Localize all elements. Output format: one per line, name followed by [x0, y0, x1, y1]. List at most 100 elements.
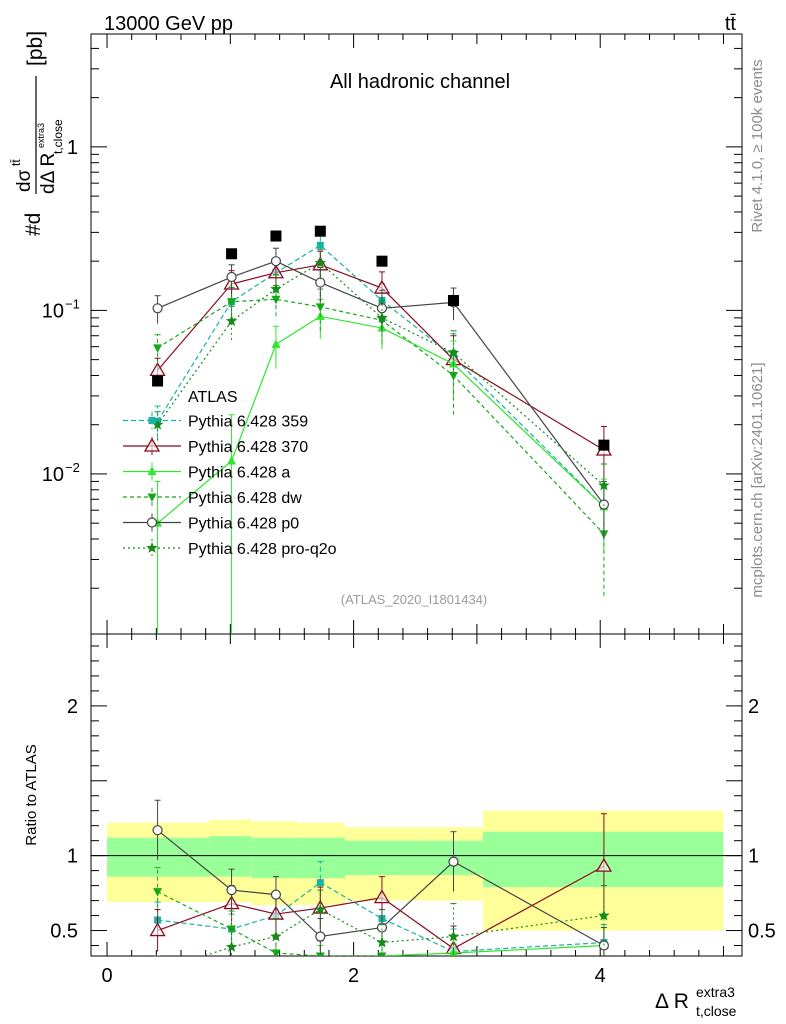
- y-tick-exponent: −1: [65, 296, 80, 311]
- marker: [271, 967, 280, 976]
- marker: [598, 479, 610, 491]
- mcplots-label: mcplots.cern.ch [arXiv:2401.10621]: [749, 362, 766, 597]
- x-tick-label: 0: [101, 965, 112, 987]
- series-layer: [149, 225, 613, 1001]
- y-tick-label: 10: [42, 464, 64, 486]
- marker: [227, 298, 237, 307]
- marker: [315, 277, 326, 288]
- atlas-data: [152, 225, 610, 451]
- band-green-0: [107, 837, 210, 877]
- ylabel-prefix: #d: [22, 213, 45, 236]
- marker: [314, 257, 326, 268]
- xlabel-sup: extra3: [696, 984, 735, 1000]
- rivet-label: Rivet 4.1.0, ≥ 100k events: [749, 59, 766, 232]
- y-tick-label: 10: [42, 300, 64, 322]
- marker: [376, 311, 388, 323]
- data-point: [598, 439, 610, 451]
- ratio-y-tick-label: 2: [67, 696, 78, 718]
- marker: [316, 879, 324, 887]
- marker: [448, 955, 458, 956]
- data-point: [314, 225, 326, 237]
- ratio-series-4: [152, 799, 610, 956]
- ratio-y-tick-label: 0.5: [50, 921, 78, 943]
- marker: [315, 303, 325, 312]
- marker: [448, 856, 459, 867]
- data-point: [152, 375, 164, 387]
- x-tick-label: 4: [595, 965, 606, 987]
- legend-label: Pythia 6.428 370: [188, 439, 308, 456]
- svg-text:#d: #d: [22, 213, 45, 236]
- chart-title: All hadronic channel: [330, 71, 510, 93]
- ratio-uncertainty-bands: [91, 810, 742, 931]
- ratio-y-tick-label-right: 0.5: [748, 921, 776, 943]
- marker: [315, 931, 326, 942]
- marker: [270, 889, 282, 900]
- ratio-series-5: [152, 885, 610, 976]
- series-5: [151, 249, 610, 517]
- band-green-4: [344, 840, 419, 876]
- marker: [227, 455, 237, 465]
- band-green-1: [209, 836, 252, 877]
- marker: [149, 922, 166, 937]
- legend-label: Pythia 6.428 dw: [188, 490, 302, 507]
- data-point: [376, 255, 388, 267]
- marker: [148, 417, 156, 424]
- legend-label: Pythia 6.428 a: [188, 465, 290, 482]
- marker: [146, 542, 158, 553]
- marker: [225, 941, 238, 952]
- ylabel-unit: [pb]: [24, 31, 47, 66]
- marker: [226, 271, 237, 283]
- ylabel-numerator: dσ: [14, 169, 35, 192]
- marker: [226, 885, 237, 896]
- marker: [314, 903, 326, 915]
- marker: [147, 466, 157, 475]
- ratio-y-tick-label-right: 2: [748, 696, 759, 718]
- ylabel-den-sub: t,close: [51, 119, 65, 154]
- marker: [152, 965, 163, 976]
- data-point: [226, 248, 238, 260]
- marker: [227, 992, 236, 1001]
- marker: [448, 371, 458, 381]
- main-panel-series: [149, 225, 613, 634]
- marker: [598, 909, 610, 921]
- marker: [320, 955, 321, 956]
- legend-label: Pythia 6.428 p0: [188, 516, 299, 533]
- marker: [373, 889, 391, 904]
- main-y-axis-label: #d dσ tt̄ dΔ R t,close extra3 [pb]: [9, 31, 65, 236]
- marker: [447, 930, 460, 942]
- marker: [147, 493, 157, 502]
- marker: [271, 339, 281, 348]
- marker: [316, 241, 324, 249]
- marker: [146, 517, 158, 528]
- band-green-2: [251, 837, 299, 879]
- ratio-frame: [90, 633, 743, 957]
- ylabel-num-sup: tt̄: [9, 159, 23, 166]
- marker: [447, 346, 460, 358]
- y-tick-exponent: −2: [65, 460, 80, 475]
- marker: [595, 857, 613, 872]
- marker: [376, 936, 388, 948]
- data-point: [270, 230, 282, 242]
- legend-label: Pythia 6.428 359: [188, 414, 308, 431]
- analysis-id: (ATLAS_2020_I1801434): [341, 592, 487, 607]
- ylabel-den-sup: extra3: [36, 123, 46, 148]
- ratio-y-tick-label: 1: [67, 846, 78, 868]
- band-green-3: [298, 837, 345, 879]
- marker: [153, 981, 162, 990]
- data-point: [447, 294, 459, 306]
- x-tick-label: 2: [348, 965, 359, 987]
- process-label: tt̄: [725, 13, 737, 35]
- marker: [149, 362, 166, 376]
- marker: [152, 303, 163, 314]
- ratio-series-2: [153, 927, 609, 1001]
- marker: [270, 256, 282, 267]
- legend-label: Pythia 6.428 pro-q2o: [188, 541, 337, 558]
- marker: [270, 930, 282, 942]
- marker: [225, 315, 238, 326]
- ratio-y-tick-label-right: 1: [748, 846, 759, 868]
- legend-title: ATLAS: [188, 389, 238, 406]
- ratio-panel-series: [149, 799, 613, 1001]
- marker: [143, 437, 161, 452]
- ratio-y-axis-label: Ratio to ATLAS: [23, 744, 40, 845]
